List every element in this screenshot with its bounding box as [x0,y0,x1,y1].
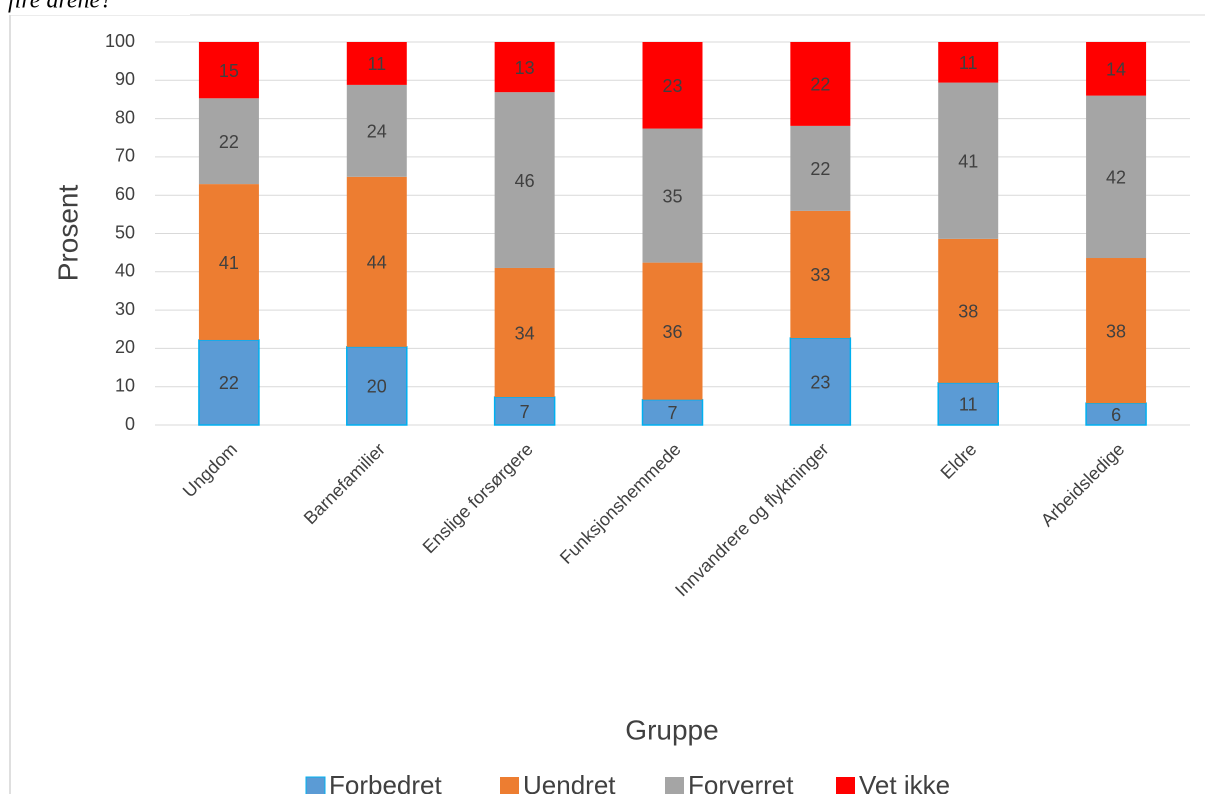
data-label: 13 [515,58,535,78]
bar-segment [642,128,703,263]
bar-segment [938,82,999,239]
y-axis-title: Prosent [52,185,83,282]
y-tick-label: 20 [115,337,135,357]
data-label: 11 [959,395,978,415]
bar-segment [937,382,999,426]
data-label: 6 [1111,405,1121,425]
x-axis-title: Gruppe [625,714,718,745]
legend-swatch [665,777,684,794]
data-label: 22 [810,75,830,95]
bar-segment [198,184,259,340]
data-label: 35 [662,186,682,206]
data-label: 11 [959,53,978,73]
bar-segment [938,42,999,83]
legend-label: Forverret [688,770,794,794]
bar-segment [346,176,407,347]
bar-segment [494,42,555,93]
x-tick-label: Arbeidsledige [1037,439,1128,530]
y-tick-label: 0 [125,414,135,434]
bar-segment [1086,258,1147,404]
y-tick-label: 30 [115,299,135,319]
data-label: 15 [219,61,239,81]
legend-swatch [500,777,519,794]
chart-title: fire årene? [8,0,112,14]
data-label: 42 [1106,168,1126,188]
bar-segment [198,42,259,99]
data-label: 22 [219,373,239,393]
data-label: 44 [367,253,387,273]
data-label: 7 [520,402,530,422]
legend-label: Forbedret [329,770,442,794]
data-label: 41 [958,151,978,171]
y-tick-label: 70 [115,146,135,166]
legend-label: Vet ikke [859,770,950,794]
legend-swatch [305,776,326,794]
x-tick-label: Enslige forsørgere [419,439,537,557]
data-label: 46 [515,171,535,191]
legend-label: Uendret [523,770,616,794]
bar-segment [494,92,555,268]
x-tick-label: Barnefamilier [300,439,389,528]
data-label: 11 [367,54,386,74]
bar-segment [641,398,704,426]
y-tick-label: 90 [115,69,135,89]
y-tick-label: 10 [115,375,135,395]
bar-segment [1086,42,1147,96]
data-label: 7 [667,403,677,423]
x-tick-label: Ungdom [179,439,241,501]
bar-segment [346,84,407,177]
y-tick-label: 100 [105,31,135,51]
bar-segment [790,125,851,211]
y-tick-label: 60 [115,184,135,204]
data-label: 33 [810,265,830,285]
bar-segment [494,267,555,398]
data-label: 34 [515,323,535,343]
y-tick-label: 80 [115,107,135,127]
bar-segment [198,98,259,185]
title-bg [0,0,190,15]
y-tick-label: 40 [115,261,135,281]
bar-segment [198,339,260,426]
bar-segment [790,42,851,126]
data-label: 14 [1106,60,1126,80]
data-label: 36 [662,322,682,342]
bar-segment [789,337,852,426]
data-label: 23 [810,372,830,392]
bar-segment [1086,95,1147,259]
data-label: 38 [958,302,978,322]
bar-segment [642,42,703,129]
data-label: 24 [367,122,387,142]
data-label: 22 [219,132,239,152]
data-label: 23 [662,76,682,96]
bar-segment [346,42,407,85]
legend-swatch [836,777,855,794]
x-tick-label: Innvandrere og flyktninger [671,439,832,600]
y-tick-label: 50 [115,222,135,242]
bar-segment [346,346,408,426]
bar-segment [642,262,703,400]
bar-segment [938,238,999,383]
data-label: 41 [219,253,239,273]
data-label: 20 [367,377,387,397]
x-tick-label: Eldre [937,439,981,483]
data-label: 38 [1106,321,1126,341]
bar-segment [790,210,851,339]
data-label: 22 [810,159,830,179]
x-tick-label: Funksjonshemmede [556,439,685,568]
